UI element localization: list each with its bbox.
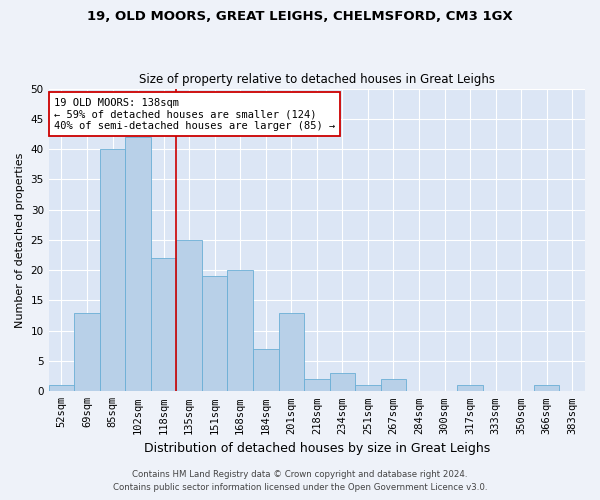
Text: Contains HM Land Registry data © Crown copyright and database right 2024.
Contai: Contains HM Land Registry data © Crown c… (113, 470, 487, 492)
Bar (176, 240, 202, 392)
Bar (355, 386, 380, 392)
Bar (329, 373, 355, 392)
Y-axis label: Number of detached properties: Number of detached properties (15, 152, 25, 328)
Bar (151, 258, 176, 392)
Title: Size of property relative to detached houses in Great Leighs: Size of property relative to detached ho… (139, 73, 495, 86)
Bar (278, 312, 304, 392)
Text: 19 OLD MOORS: 138sqm
← 59% of detached houses are smaller (124)
40% of semi-deta: 19 OLD MOORS: 138sqm ← 59% of detached h… (54, 98, 335, 131)
Bar (253, 349, 278, 392)
Bar (227, 270, 253, 392)
Text: 19, OLD MOORS, GREAT LEIGHS, CHELMSFORD, CM3 1GX: 19, OLD MOORS, GREAT LEIGHS, CHELMSFORD,… (87, 10, 513, 23)
Bar (125, 137, 151, 392)
Bar (202, 276, 227, 392)
Bar (304, 379, 329, 392)
Bar (380, 379, 406, 392)
Bar (74, 312, 100, 392)
Bar (457, 386, 483, 392)
Bar (534, 386, 559, 392)
X-axis label: Distribution of detached houses by size in Great Leighs: Distribution of detached houses by size … (144, 442, 490, 455)
Bar (100, 149, 125, 392)
Bar (49, 386, 74, 392)
